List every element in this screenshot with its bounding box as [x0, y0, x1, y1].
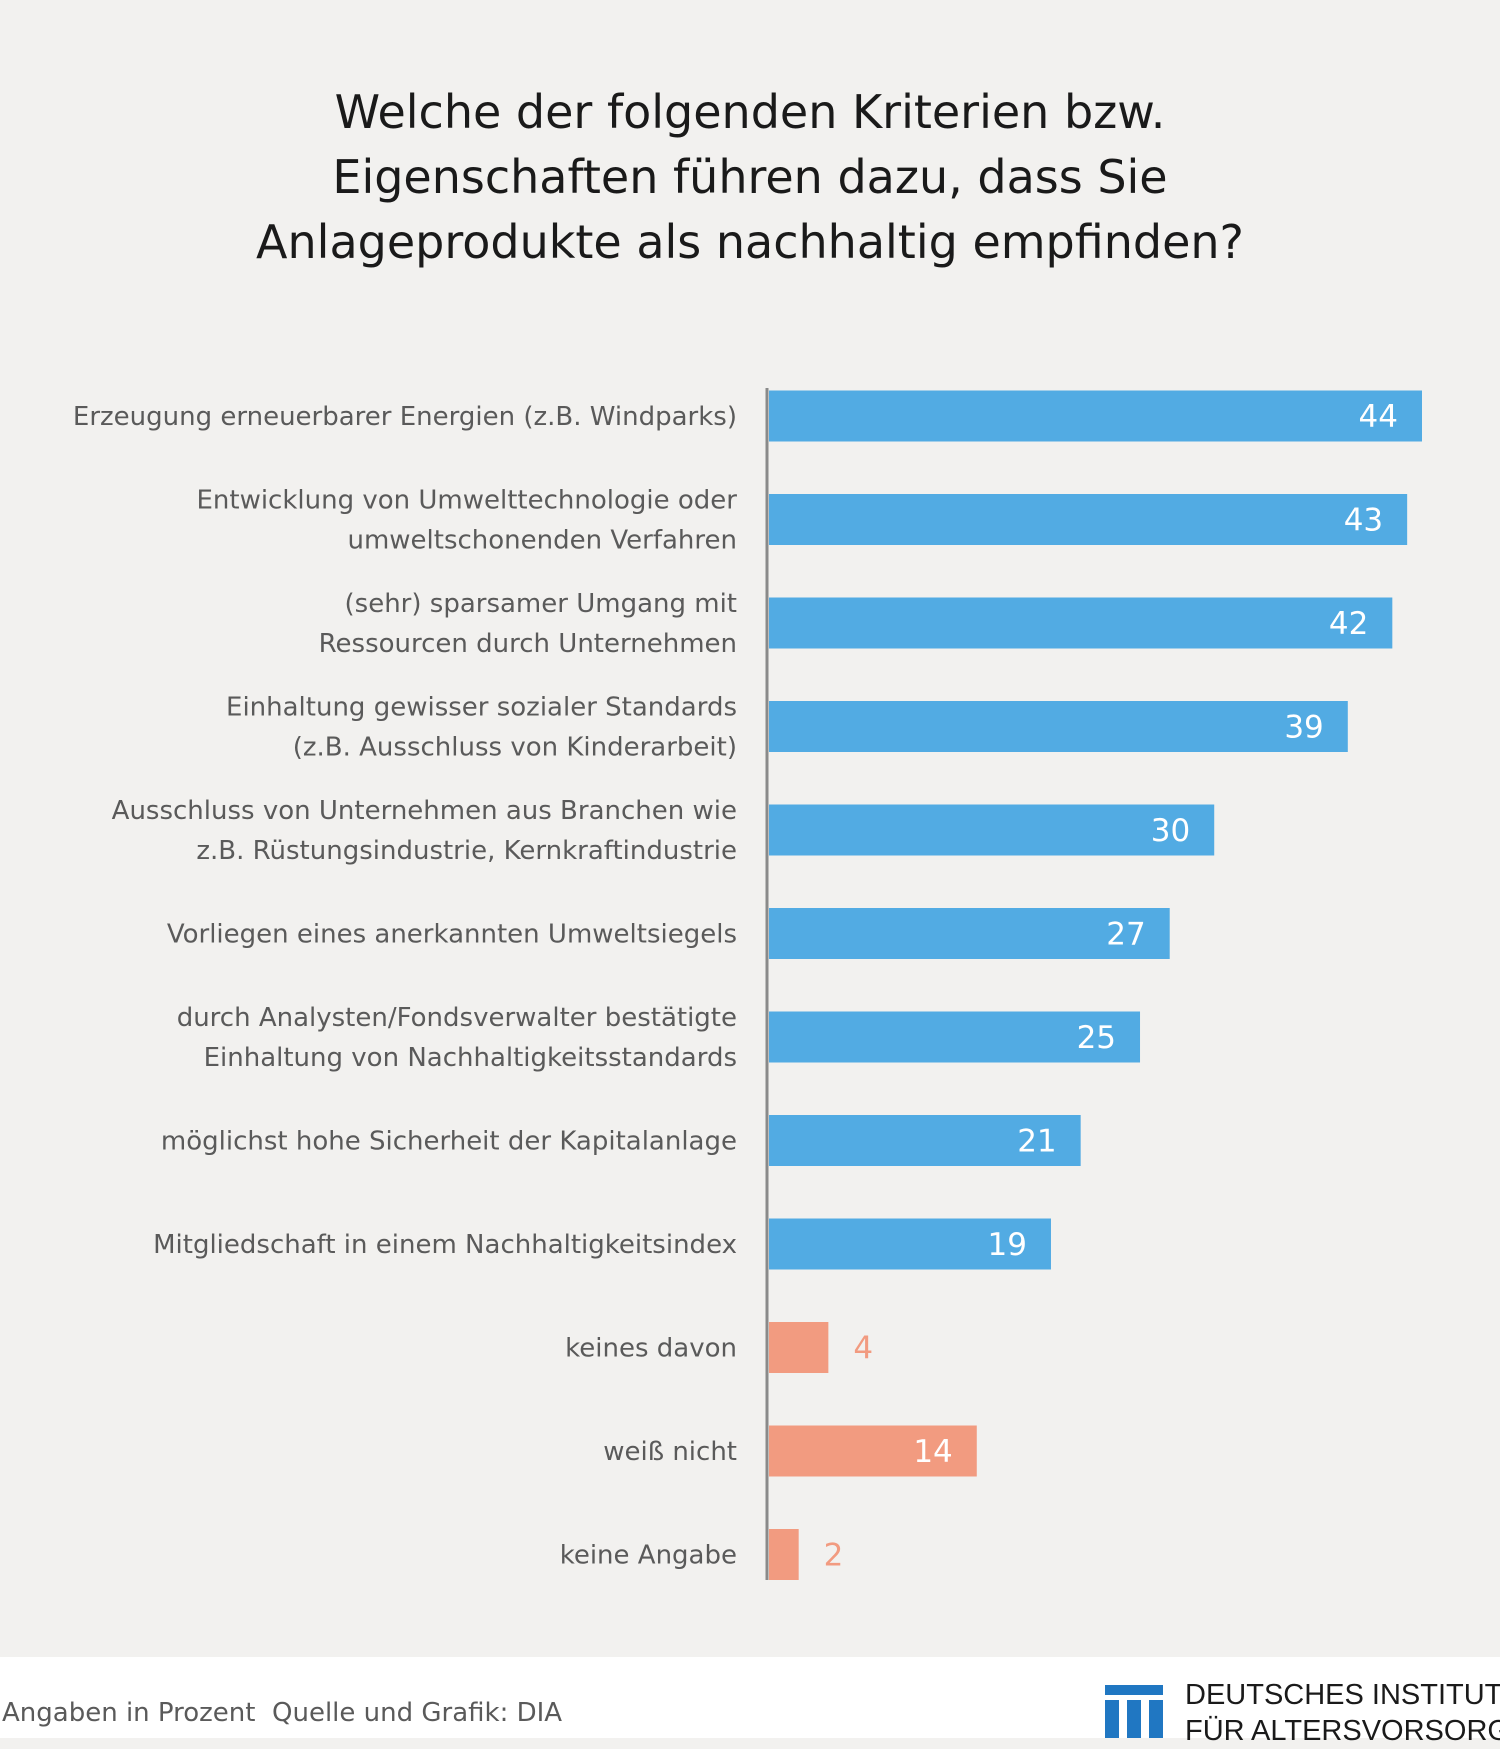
footer: Angaben in Prozent Quelle und Grafik: DI… — [0, 1657, 1500, 1747]
category-label-3: (sehr) sparsamer Umgang mit Ressourcen du… — [319, 589, 737, 659]
value-label-2: 43 — [1344, 503, 1383, 539]
category-label-1: Erzeugung erneuerbarer Energien (z.B. Wi… — [73, 402, 737, 432]
category-label-4: Einhaltung gewisser sozialer Standards (z… — [226, 693, 737, 763]
dia-logo-icon — [1105, 1685, 1163, 1738]
title-line-2: Eigenschaften führen dazu, dass Sie — [332, 150, 1168, 204]
bar-5 — [769, 804, 1215, 856]
bar-11 — [769, 1425, 977, 1477]
category-label-7: durch Analysten/Fondsverwalter bestätigt… — [177, 1003, 737, 1073]
title-line-1: Welche der folgenden Kriterien bzw. — [334, 85, 1166, 139]
bar-3 — [769, 597, 1393, 649]
value-label-4: 39 — [1284, 710, 1323, 746]
category-label-6: Vorliegen eines anerkannten Umweltsiegel… — [167, 920, 737, 950]
bar-9 — [769, 1218, 1051, 1270]
category-label-8: möglichst hohe Sicherheit der Kapitalanl… — [161, 1127, 737, 1157]
category-label-12: keine Angabe — [560, 1541, 737, 1571]
category-label-5: Ausschluss von Unternehmen aus Branchen … — [112, 796, 737, 866]
dia-logo: DEUTSCHES INSTITUT FÜR ALTERSVORSORGE — [1105, 1677, 1500, 1747]
value-label-11: 14 — [913, 1434, 952, 1470]
value-label-10: 4 — [853, 1331, 873, 1367]
chart-title: Welche der folgenden Kriterien bzw. Eige… — [0, 80, 1500, 275]
value-label-3: 42 — [1329, 606, 1368, 642]
bar-7 — [769, 1011, 1141, 1063]
value-label-12: 2 — [824, 1538, 844, 1574]
bar-4 — [769, 701, 1348, 752]
category-label-9: Mitgliedschaft in einem Nachhaltigkeitsi… — [153, 1230, 737, 1260]
bar-8 — [769, 1115, 1081, 1166]
value-label-6: 27 — [1106, 917, 1145, 953]
bar-6 — [769, 908, 1170, 959]
category-label-2: Entwicklung von Umwelttechnologie oder um… — [196, 486, 737, 556]
value-label-5: 30 — [1151, 813, 1190, 849]
bar-10 — [769, 1322, 829, 1373]
category-label-10: keines davon — [565, 1334, 737, 1364]
bar-1 — [769, 390, 1422, 442]
bar-chart: 44 Erzeugung erneuerbarer Energien (z.B. … — [73, 388, 1422, 1580]
logo-text: DEUTSCHES INSTITUT FÜR ALTERSVORSORGE — [1185, 1677, 1500, 1749]
value-label-9: 19 — [988, 1227, 1027, 1263]
bar-12 — [769, 1529, 799, 1580]
logo-line-1: DEUTSCHES INSTITUT — [1185, 1679, 1500, 1711]
bar-2 — [769, 494, 1408, 545]
title-line-3: Anlageprodukte als nachhaltig empfinden? — [256, 215, 1244, 269]
source-note: Angaben in Prozent Quelle und Grafik: DI… — [2, 1698, 563, 1728]
category-label-11: weiß nicht — [603, 1437, 737, 1467]
logo-line-2: FÜR ALTERSVORSORGE — [1185, 1715, 1500, 1747]
value-label-1: 44 — [1359, 399, 1398, 435]
value-label-7: 25 — [1077, 1020, 1116, 1056]
value-label-8: 21 — [1017, 1124, 1056, 1160]
